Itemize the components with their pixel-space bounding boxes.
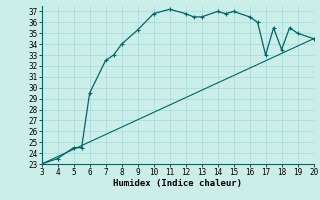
X-axis label: Humidex (Indice chaleur): Humidex (Indice chaleur) <box>113 179 242 188</box>
